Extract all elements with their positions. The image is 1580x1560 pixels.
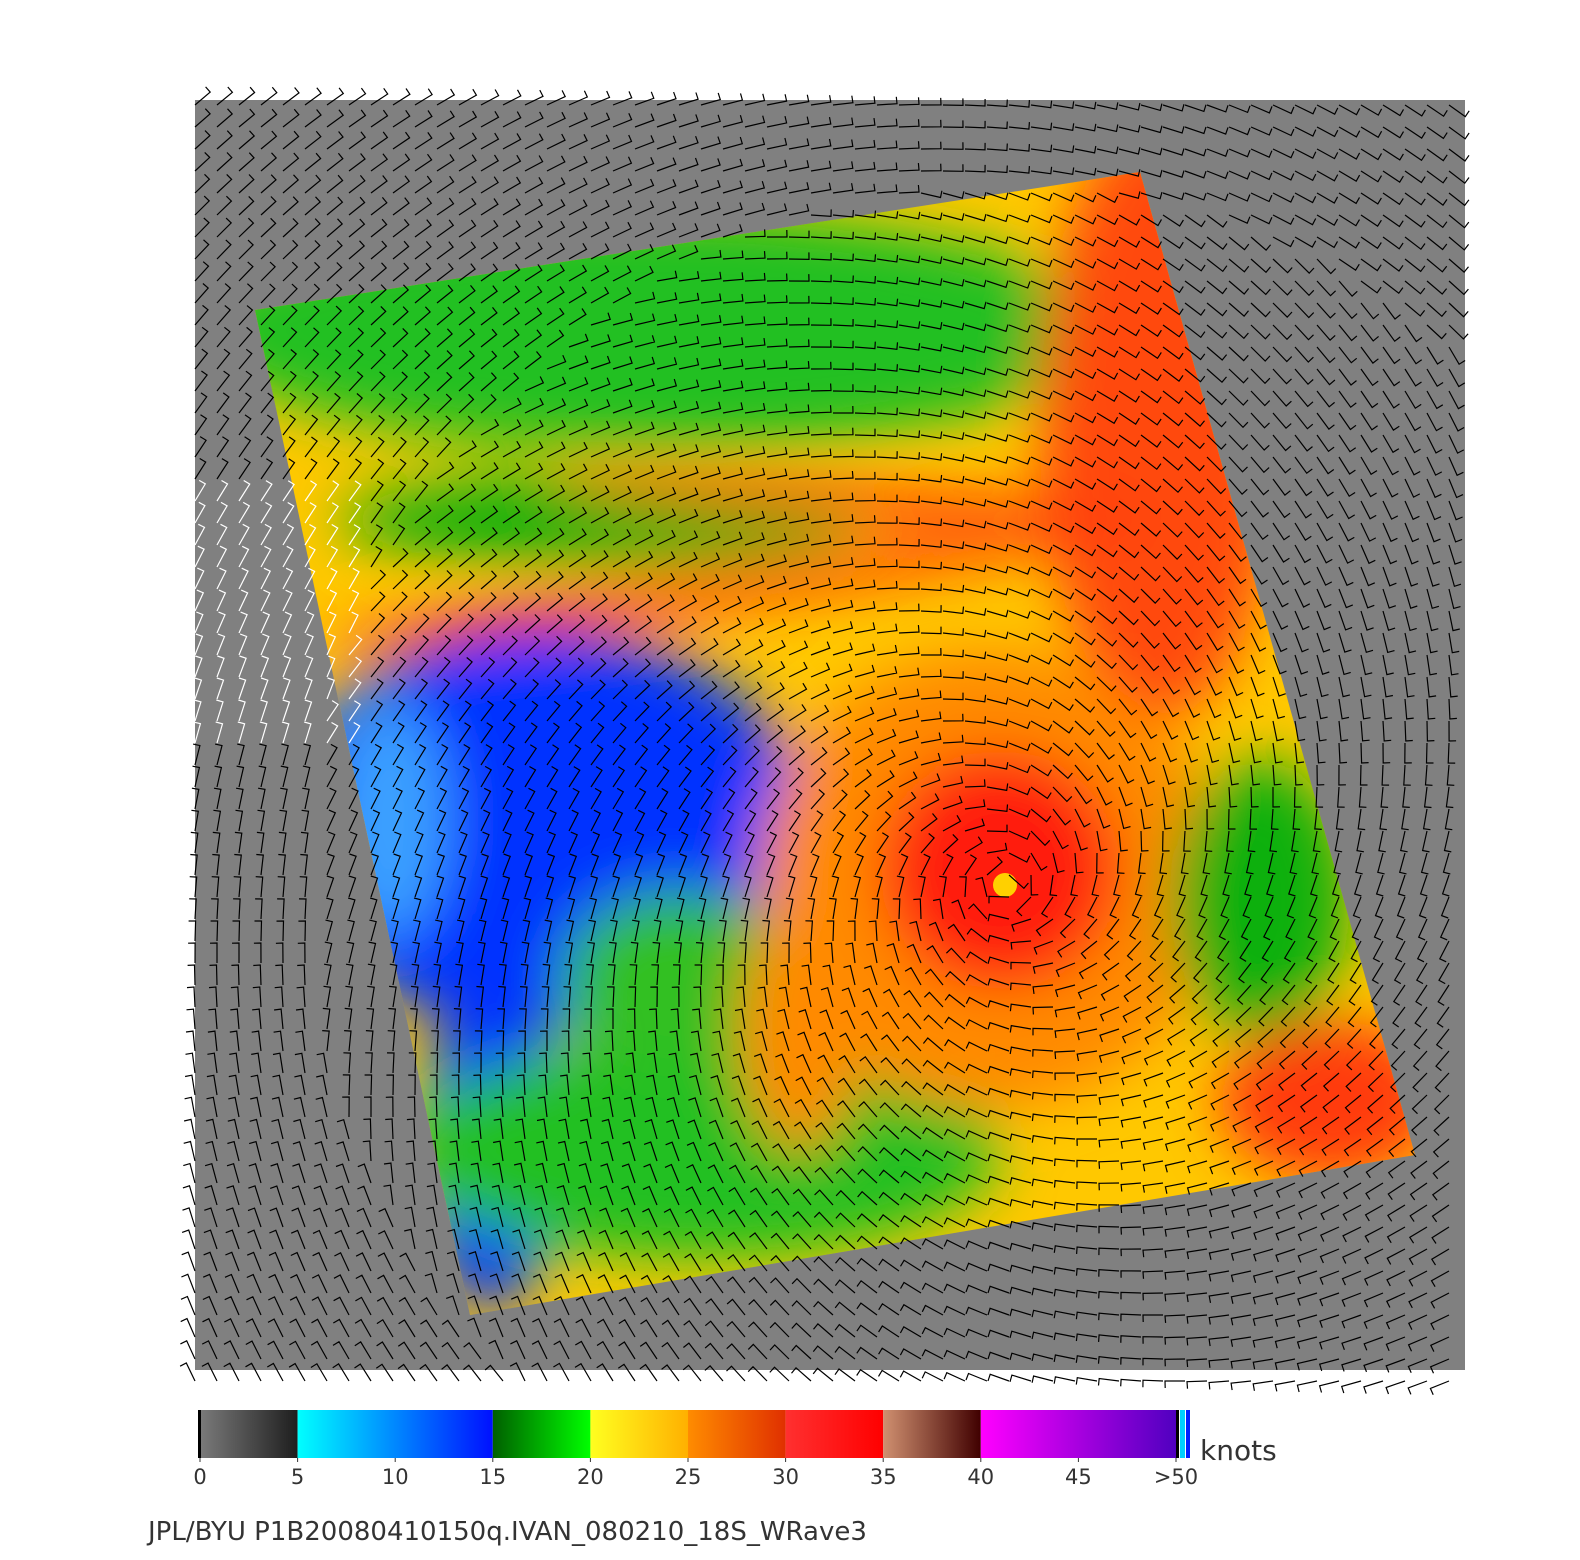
- colorbar-end: [1186, 1410, 1190, 1458]
- colorbar-tick-label: 5: [291, 1465, 304, 1489]
- colorbar-tick-label: 10: [382, 1465, 409, 1489]
- colorbar-tick-label: 45: [1065, 1465, 1092, 1489]
- cyclone-eye: [993, 873, 1017, 897]
- colorbar-tick-label: 15: [479, 1465, 506, 1489]
- wind-barbs: [193, 479, 363, 744]
- colorbar-segment: [785, 1410, 884, 1458]
- colorbar-end: [1176, 1410, 1179, 1458]
- colorbar-tick-label: 25: [675, 1465, 702, 1489]
- colorbar-segment: [980, 1410, 1176, 1458]
- colorbar-tick-label: 35: [870, 1465, 897, 1489]
- wind-barbs: [179, 86, 1470, 1396]
- colorbar-start: [198, 1410, 201, 1458]
- colorbar-segment: [688, 1410, 786, 1458]
- colorbar-tick-label: >50: [1154, 1465, 1198, 1489]
- caption: JPL/BYU P1B20080410150q.IVAN_080210_18S_…: [146, 1517, 867, 1547]
- colorbar-tick-label: 40: [967, 1465, 994, 1489]
- colorbar: 0 5 10 15 20 25 30 35 40 45 >50: [193, 1410, 1198, 1489]
- colorbar-segment: [297, 1410, 493, 1458]
- colorbar-segment: [883, 1410, 981, 1458]
- colorbar-tick-label: 20: [577, 1465, 604, 1489]
- colorbar-segment: [492, 1410, 591, 1458]
- colorbar-tick-label: 30: [772, 1465, 799, 1489]
- colorbar-segment: [590, 1410, 688, 1458]
- colorbar-unit: knots: [1200, 1434, 1277, 1467]
- colorbar-tick-label: 0: [193, 1465, 206, 1489]
- colorbar-end: [1180, 1410, 1185, 1458]
- colorbar-segment: [200, 1410, 298, 1458]
